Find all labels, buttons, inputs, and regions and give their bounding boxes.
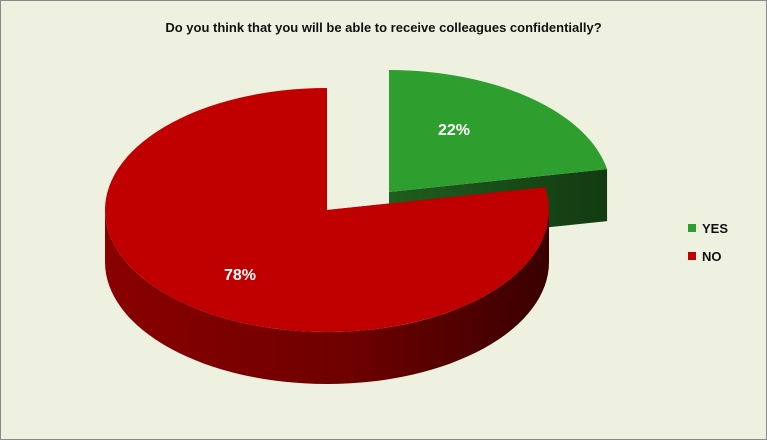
data-label-yes: 22%: [438, 122, 470, 139]
legend-item-no: NO: [688, 245, 728, 267]
legend-label-yes: YES: [702, 220, 729, 236]
legend: YES NO: [688, 217, 728, 273]
slice-yes-top: [389, 70, 608, 192]
data-label-no: 78%: [224, 267, 256, 284]
legend-label-no: NO: [702, 248, 722, 264]
legend-swatch-yes: [688, 224, 696, 232]
legend-item-yes: YES: [688, 217, 728, 239]
slice-no-side: [105, 210, 549, 384]
legend-swatch-no: [688, 252, 696, 260]
slice-no: 78%: [105, 88, 549, 384]
slice-no-top: [105, 88, 549, 332]
chart-title: Do you think that you will be able to re…: [165, 20, 602, 35]
